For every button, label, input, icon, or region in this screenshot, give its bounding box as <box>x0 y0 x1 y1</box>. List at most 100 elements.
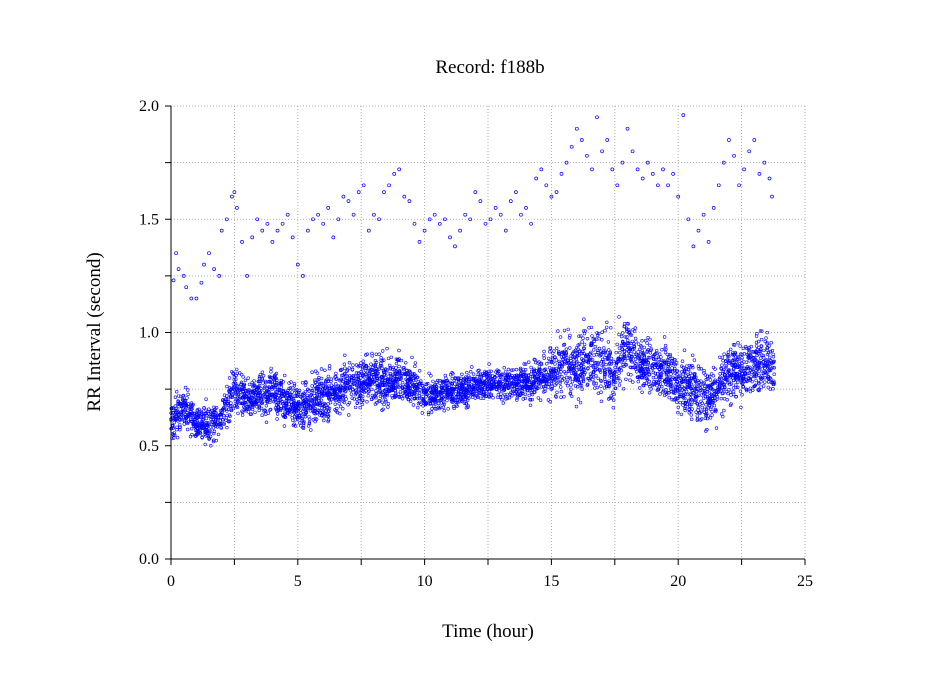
data-point <box>482 380 487 384</box>
data-point <box>279 385 283 389</box>
data-point <box>659 363 663 367</box>
data-point <box>708 378 713 382</box>
outlier-point <box>721 160 726 165</box>
data-point <box>209 444 213 448</box>
data-point <box>546 373 550 377</box>
data-point <box>759 344 763 348</box>
data-point <box>466 405 470 409</box>
data-point <box>703 395 708 399</box>
data-point <box>304 381 308 385</box>
data-point <box>368 381 372 385</box>
data-point <box>624 377 628 381</box>
outlier-point <box>326 206 331 210</box>
data-point <box>561 354 566 359</box>
data-point <box>604 362 608 367</box>
data-point <box>465 370 469 375</box>
data-point <box>379 374 384 379</box>
data-point <box>413 396 417 400</box>
data-point <box>374 352 378 356</box>
data-point <box>617 346 622 350</box>
data-point <box>479 396 483 400</box>
data-point <box>579 367 584 371</box>
data-point <box>211 417 215 421</box>
data-point <box>355 379 359 384</box>
data-point <box>363 372 368 377</box>
data-point <box>181 402 185 406</box>
data-point <box>713 399 717 403</box>
data-point <box>467 383 471 388</box>
data-point <box>642 383 646 388</box>
data-point <box>350 367 355 371</box>
data-point <box>412 378 416 382</box>
data-point <box>396 378 400 382</box>
data-point <box>399 376 403 380</box>
data-point <box>405 369 409 373</box>
data-point <box>380 400 384 404</box>
data-point <box>567 375 571 380</box>
data-point <box>382 373 386 377</box>
outlier-point <box>290 235 295 240</box>
data-point <box>695 417 700 421</box>
data-point <box>312 406 316 410</box>
data-point <box>691 391 695 395</box>
data-point <box>624 326 629 330</box>
data-point <box>225 384 229 389</box>
data-point <box>510 368 514 372</box>
data-point <box>175 435 180 440</box>
data-point <box>313 419 317 424</box>
data-point <box>209 412 214 416</box>
data-point <box>485 375 490 380</box>
data-point <box>434 400 438 404</box>
data-point <box>408 383 413 387</box>
data-point <box>692 358 697 362</box>
data-point <box>292 384 297 388</box>
data-point <box>226 403 231 408</box>
data-point <box>683 392 687 396</box>
data-point <box>668 354 672 358</box>
data-point <box>351 374 355 379</box>
data-point <box>479 374 483 379</box>
data-point <box>355 383 359 388</box>
outlier-point <box>341 194 346 199</box>
data-point <box>574 355 579 359</box>
data-point <box>501 401 505 405</box>
data-point <box>702 392 706 396</box>
data-point <box>296 402 300 406</box>
data-point <box>746 356 750 360</box>
data-point <box>667 363 671 367</box>
data-point <box>635 366 640 370</box>
data-point <box>274 371 279 376</box>
data-point <box>462 381 466 385</box>
data-point <box>175 425 179 429</box>
data-point <box>306 424 311 428</box>
data-point <box>181 398 185 402</box>
data-point <box>522 362 526 366</box>
data-point <box>323 381 328 386</box>
data-point <box>640 349 644 353</box>
data-point <box>614 363 619 367</box>
data-point <box>719 396 723 401</box>
data-point <box>732 366 736 371</box>
data-point <box>610 396 614 400</box>
data-point <box>183 412 188 416</box>
data-point <box>590 334 594 338</box>
data-point <box>622 353 626 357</box>
data-point <box>208 434 213 439</box>
data-point <box>287 381 291 385</box>
data-point <box>637 386 642 390</box>
data-point <box>715 382 720 386</box>
data-point <box>747 377 751 381</box>
data-point <box>595 348 600 352</box>
data-point <box>733 351 738 356</box>
data-point <box>574 363 578 368</box>
data-point <box>393 395 397 400</box>
data-point <box>377 399 381 403</box>
data-point <box>647 382 651 387</box>
x-tick-label: 15 <box>543 573 559 590</box>
data-point <box>707 401 712 405</box>
data-point <box>514 367 519 372</box>
data-point <box>525 380 529 385</box>
data-point <box>377 352 381 356</box>
data-point <box>729 382 734 386</box>
data-point <box>484 382 489 387</box>
